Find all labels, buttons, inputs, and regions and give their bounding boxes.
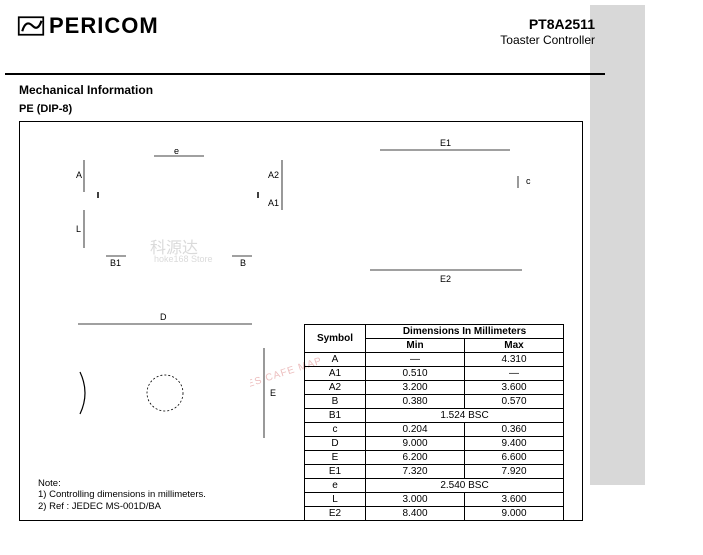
symbol-cell: B1 (305, 409, 366, 423)
dimensions-table: Symbol Dimensions In Millimeters Min Max… (304, 324, 564, 521)
drawing-box: 科源达 hoke168 Store REAL PHOTOGRAPHS PIRAT… (19, 121, 583, 521)
min-cell: 3.200 (366, 381, 465, 395)
part-info: PT8A2511 Toaster Controller (500, 15, 595, 49)
side-view: A L A2 A1 e B1 B (50, 136, 300, 276)
note-2: 2) Ref : JEDEC MS-001D/BA (38, 501, 206, 512)
symbol-cell: E1 (305, 465, 366, 479)
pericom-logo-icon (17, 15, 45, 37)
min-cell: 3.000 (366, 493, 465, 507)
symbol-cell: A1 (305, 367, 366, 381)
max-header: Max (465, 339, 564, 353)
page-shadow (590, 5, 645, 485)
symbol-cell: A2 (305, 381, 366, 395)
symbol-cell: L (305, 493, 366, 507)
label-c: c (526, 176, 531, 186)
label-B: B (240, 258, 246, 268)
max-cell: — (465, 367, 564, 381)
max-cell: 4.310 (465, 353, 564, 367)
section-title: Mechanical Information (5, 75, 645, 101)
min-cell: 6.200 (366, 451, 465, 465)
table-row: A—4.310 (305, 353, 564, 367)
max-cell: 3.600 (465, 381, 564, 395)
part-subtitle: Toaster Controller (500, 33, 595, 49)
label-E1: E1 (440, 138, 451, 148)
symbol-cell: E2 (305, 507, 366, 521)
label-E: E (270, 388, 276, 398)
label-B1: B1 (110, 258, 121, 268)
label-L: L (76, 224, 81, 234)
header: PERICOM PT8A2511 Toaster Controller (5, 5, 605, 75)
dim-header: Dimensions In Millimeters (366, 325, 564, 339)
symbol-cell: A (305, 353, 366, 367)
symbol-cell: e (305, 479, 366, 493)
symbol-header: Symbol (305, 325, 366, 353)
min-cell: 7.320 (366, 465, 465, 479)
package-name: PE (DIP-8) (5, 101, 645, 121)
label-D: D (160, 312, 167, 322)
bsc-cell: 2.540 BSC (366, 479, 564, 493)
table-row: B0.3800.570 (305, 395, 564, 409)
max-cell: 9.000 (465, 507, 564, 521)
top-view: D E (50, 312, 280, 482)
company-name: PERICOM (49, 13, 159, 39)
max-cell: 0.360 (465, 423, 564, 437)
table-row: A10.510— (305, 367, 564, 381)
table-row: e2.540 BSC (305, 479, 564, 493)
table-row: E17.3207.920 (305, 465, 564, 479)
min-header: Min (366, 339, 465, 353)
table-row: E28.4009.000 (305, 507, 564, 521)
table-row: E6.2006.600 (305, 451, 564, 465)
part-number: PT8A2511 (500, 15, 595, 33)
max-cell: 3.600 (465, 493, 564, 507)
bsc-cell: 1.524 BSC (366, 409, 564, 423)
symbol-cell: B (305, 395, 366, 409)
table-row: D9.0009.400 (305, 437, 564, 451)
table-row: A23.2003.600 (305, 381, 564, 395)
label-A2: A2 (268, 170, 279, 180)
notes: Note: 1) Controlling dimensions in milli… (38, 478, 206, 512)
label-A: A (76, 170, 82, 180)
min-cell: 0.510 (366, 367, 465, 381)
label-e: e (174, 146, 179, 156)
symbol-cell: D (305, 437, 366, 451)
table-row: L3.0003.600 (305, 493, 564, 507)
min-cell: — (366, 353, 465, 367)
label-E2: E2 (440, 274, 451, 284)
table-row: c0.2040.360 (305, 423, 564, 437)
symbol-cell: E (305, 451, 366, 465)
note-title: Note: (38, 478, 206, 489)
table-row: B11.524 BSC (305, 409, 564, 423)
min-cell: 9.000 (366, 437, 465, 451)
min-cell: 8.400 (366, 507, 465, 521)
max-cell: 9.400 (465, 437, 564, 451)
min-cell: 0.204 (366, 423, 465, 437)
end-view: E1 E2 c (340, 136, 550, 286)
symbol-cell: c (305, 423, 366, 437)
note-1: 1) Controlling dimensions in millimeters… (38, 489, 206, 500)
min-cell: 0.380 (366, 395, 465, 409)
max-cell: 6.600 (465, 451, 564, 465)
max-cell: 7.920 (465, 465, 564, 479)
label-A1: A1 (268, 198, 279, 208)
max-cell: 0.570 (465, 395, 564, 409)
